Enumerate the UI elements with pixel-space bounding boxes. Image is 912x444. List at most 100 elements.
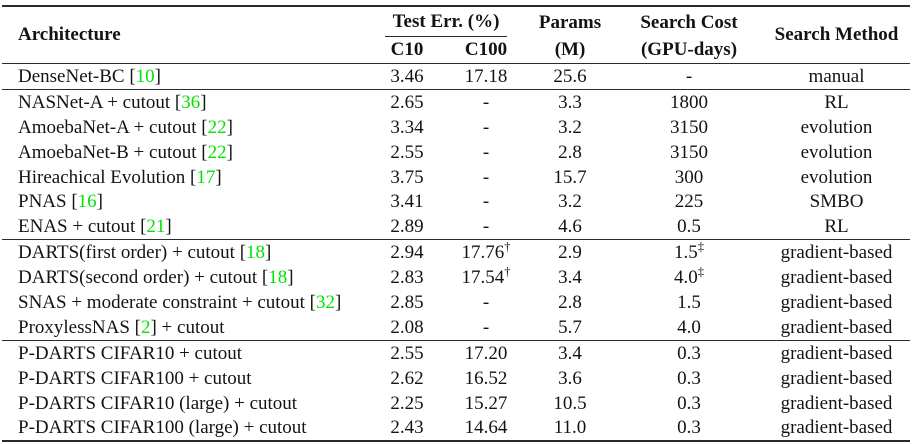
table-row: P-DARTS CIFAR100 (large) + cutout 2.43 1…	[2, 415, 910, 441]
header-c10: C10	[390, 39, 424, 60]
search-cost-cell: 4.0‡	[615, 265, 763, 290]
c10-value: 2.55	[390, 141, 424, 163]
architecture-name-suffix: ]	[334, 291, 342, 313]
citation-number: 10	[135, 65, 155, 87]
search-cost-cell: 3150	[615, 115, 763, 140]
c100-value: 17.54	[461, 267, 505, 289]
params-value: 11.0	[553, 417, 587, 439]
citation-number: 18	[268, 267, 288, 289]
params-cell: 4.6	[525, 214, 615, 239]
architecture-cell: SNAS + moderate constraint + cutout [32]	[2, 290, 367, 315]
c100-value: 17.20	[464, 342, 508, 364]
test-err-c100-cell: 17.54†	[447, 265, 525, 290]
c100-value: -	[482, 141, 490, 163]
search-method-cell: gradient-based	[763, 265, 910, 290]
search-method-cell: SMBO	[763, 189, 910, 214]
search-cost-value: -	[685, 65, 693, 87]
c10-value: 2.55	[390, 342, 424, 364]
search-method-value: gradient-based	[780, 342, 893, 364]
table-row: SNAS + moderate constraint + cutout [32]…	[2, 290, 910, 315]
header-test-err-label: Test Err. (%)	[385, 11, 507, 37]
test-err-c10-cell: 3.46	[367, 63, 447, 90]
test-err-c100-cell: -	[447, 140, 525, 165]
architecture-name: P-DARTS CIFAR100 (large) + cutout	[18, 417, 307, 439]
architecture-name-suffix: ]	[265, 242, 272, 264]
table-row: DARTS(second order) + cutout [18] 2.83 1…	[2, 265, 910, 290]
search-method-cell: RL	[763, 88, 911, 115]
search-method-value: manual	[808, 65, 865, 87]
citation-number: 18	[246, 242, 266, 264]
architecture-cell: P-DARTS CIFAR100 (large) + cutout	[2, 415, 367, 441]
test-err-c100-cell: -	[447, 115, 525, 140]
params-cell: 15.7	[525, 165, 615, 190]
search-method-cell: manual	[763, 63, 911, 90]
params-cell: 25.6	[525, 63, 616, 90]
architecture-name-suffix: ]	[226, 116, 233, 138]
search-method-cell: evolution	[763, 115, 910, 140]
search-method-value: gradient-based	[780, 367, 893, 389]
c10-value: 3.46	[390, 65, 424, 87]
test-err-c10-cell: 2.65	[367, 88, 447, 115]
params-cell: 3.2	[525, 189, 615, 214]
architecture-cell: AmoebaNet-A + cutout [22]	[2, 115, 367, 140]
test-err-c100-cell: 16.52	[447, 366, 525, 391]
search-cost-value: 3150	[670, 116, 709, 138]
test-err-c10-cell: 2.43	[367, 415, 447, 441]
params-cell: 2.8	[525, 290, 615, 315]
header-architecture: Architecture	[18, 24, 121, 45]
architecture-name-suffix: ]	[226, 141, 233, 163]
search-cost-value: 0.3	[677, 417, 701, 439]
test-err-c10-cell: 2.55	[367, 140, 447, 165]
params-value: 5.7	[558, 316, 582, 338]
test-err-c10-cell: 2.94	[367, 239, 447, 266]
double-dagger-note: ‡	[697, 264, 705, 279]
params-cell: 5.7	[525, 315, 615, 340]
params-cell: 3.6	[525, 366, 615, 391]
search-method-value: SMBO	[809, 191, 864, 213]
c10-value: 2.83	[390, 267, 424, 289]
architecture-cell: DARTS(second order) + cutout [18]	[2, 265, 367, 290]
params-cell: 2.9	[525, 239, 616, 266]
architecture-name-suffix: ]	[215, 166, 222, 188]
test-err-c10-cell: 2.83	[367, 265, 447, 290]
architecture-name: SNAS + moderate constraint + cutout [	[18, 291, 316, 313]
params-value: 3.4	[558, 342, 582, 364]
c10-value: 2.85	[390, 291, 424, 313]
search-method-value: evolution	[800, 116, 873, 138]
search-method-value: gradient-based	[780, 267, 893, 289]
c100-value: -	[482, 316, 490, 338]
architecture-cell: ProxylessNAS [2] + cutout	[2, 315, 367, 340]
c10-value: 2.08	[390, 316, 424, 338]
test-err-c100-cell: 17.18	[447, 63, 526, 90]
search-method-cell: gradient-based	[763, 290, 910, 315]
params-value: 2.9	[558, 242, 582, 264]
c10-value: 2.25	[390, 392, 424, 414]
test-err-c100-cell: 17.20	[447, 339, 526, 366]
search-cost-cell: 1.5‡	[615, 239, 764, 266]
search-method-value: gradient-based	[780, 316, 893, 338]
search-cost-cell: 300	[615, 165, 763, 190]
test-err-c100-cell: -	[447, 315, 525, 340]
architecture-name: ProxylessNAS [	[18, 316, 141, 338]
architecture-cell: DenseNet-BC [10]	[2, 63, 367, 90]
architecture-cell: P-DARTS CIFAR10 + cutout	[2, 339, 367, 366]
table-row: ENAS + cutout [21] 2.89 - 4.6 0.5 RL	[2, 214, 910, 239]
table-row: AmoebaNet-A + cutout [22] 3.34 - 3.2 315…	[2, 115, 910, 140]
params-cell: 10.5	[525, 391, 615, 416]
search-cost-cell: 3150	[615, 140, 763, 165]
table-row: ProxylessNAS [2] + cutout 2.08 - 5.7 4.0…	[2, 315, 910, 340]
search-method-value: gradient-based	[780, 392, 893, 414]
c10-value: 2.43	[390, 417, 424, 439]
architecture-name: DARTS(first order) + cutout [	[18, 242, 247, 264]
params-value: 2.8	[558, 291, 582, 313]
search-method-value: RL	[824, 91, 849, 113]
test-err-c100-cell: -	[447, 165, 525, 190]
search-cost-cell: 0.3	[615, 366, 763, 391]
architecture-name: Hireachical Evolution [	[18, 166, 197, 188]
search-cost-value: 225	[674, 191, 704, 213]
c100-value: 15.27	[464, 392, 508, 414]
params-cell: 11.0	[525, 415, 615, 441]
c100-value: -	[482, 116, 490, 138]
c10-value: 3.41	[390, 191, 424, 213]
test-err-c100-cell: 17.76†	[447, 239, 526, 266]
